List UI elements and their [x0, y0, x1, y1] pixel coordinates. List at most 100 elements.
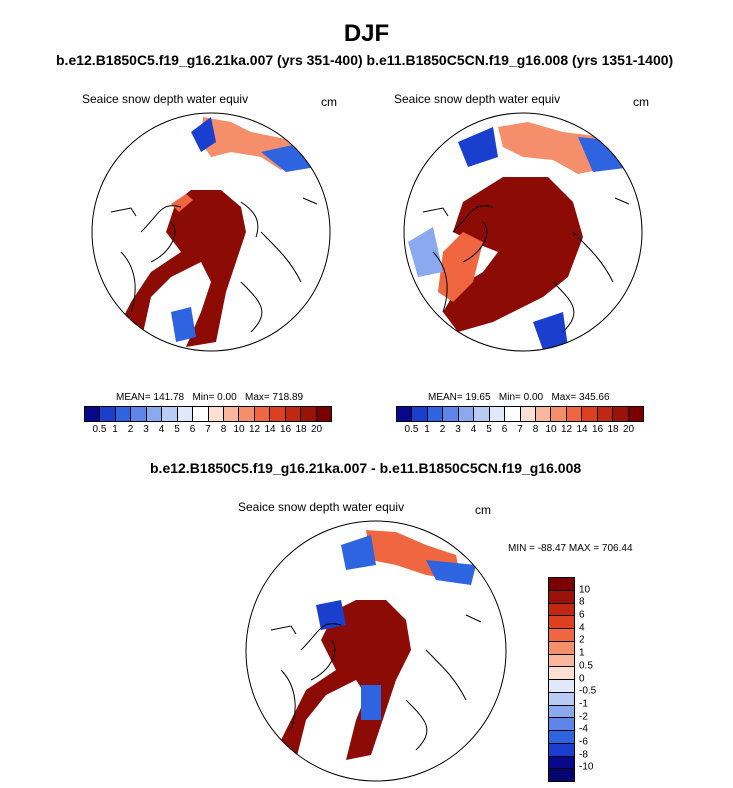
panel-1-colorbar-tick-label: 3 [143, 424, 149, 435]
panel-2-colorbar-swatch [474, 407, 490, 421]
diff-colorbar-swatch [549, 743, 574, 757]
diff-negative-patch-south [361, 685, 381, 720]
diff-colorbar-swatch [549, 769, 574, 781]
diff-colorbar-tick-label: -2 [579, 711, 588, 723]
panel-1-colorbar-tick-label: 5 [174, 424, 180, 435]
panel-2-colorbar-tick-label: 3 [455, 424, 461, 435]
panel-1-colorbar-swatch [146, 407, 163, 421]
panel-1-sea-ice-edge [171, 194, 193, 212]
panel-1-colorbar-swatch [301, 407, 317, 421]
panel-2-colorbar-tick-label: 7 [517, 424, 523, 435]
diff-colorbar-tick-label: 2 [579, 634, 585, 646]
diff-colorbar-swatch [549, 667, 574, 680]
panel-1-colorbar-swatch [115, 407, 132, 421]
panel-2-colorbar-tick-label: 18 [607, 424, 619, 435]
panel-1-variable-label: Seaice snow depth water equiv [82, 92, 249, 106]
panel-2-max-stat: Max= 345.66 [551, 392, 610, 403]
panel-2-colorbar-tick-label: 20 [622, 424, 635, 435]
comparison-subtitle: b.e12.B1850C5.f19_g16.21ka.007 (yrs 351-… [56, 52, 674, 68]
panel-2-colorbar-swatch [489, 407, 506, 421]
panel-1-colorbar-tick-label: 7 [205, 424, 211, 435]
panel-2-colorbar-tick-label: 1 [424, 424, 430, 435]
diff-colorbar-tick-label: -8 [579, 749, 588, 761]
diff-colorbar-swatch [549, 578, 574, 591]
panel-1-colorbar-tick-label: 2 [127, 424, 134, 435]
panel-1-colorbar-tick-label: 6 [189, 424, 196, 435]
diff-colorbar-swatch [549, 590, 574, 604]
diff-colorbar-tick-label: -4 [579, 723, 588, 735]
diff-colorbar-tick-label: 10 [579, 584, 591, 596]
panel-2-blue-patch-north [458, 127, 498, 167]
panel-1-colorbar-tick-label: 14 [264, 424, 276, 435]
panel-2-colorbar-swatch [412, 407, 428, 421]
panel-1-min-stat: Min= 0.00 [192, 392, 237, 403]
panel-2-blue-patch-west [408, 227, 443, 277]
diff-colorbar-swatch [549, 616, 574, 629]
panel-1-colorbar-tick-label: 4 [158, 424, 165, 435]
panel-1-units-label: cm [321, 95, 337, 109]
panel-2-colorbar-swatch [597, 407, 614, 421]
panel-2-polar-map [403, 112, 643, 352]
diff-colorbar-tick-label: 4 [579, 622, 585, 634]
diff-colorbar-tick-label: 6 [579, 609, 585, 621]
diff-colorbar-tick-label: 0.5 [579, 660, 593, 672]
diff-colorbar-swatch [549, 654, 574, 668]
panel-1-colorbar-tick-label: 20 [310, 424, 323, 435]
panel-2-colorbar-swatch [458, 407, 475, 421]
panel-2-colorbar-swatch [427, 407, 444, 421]
diff-colorbar-swatch [549, 692, 574, 706]
panel-1-coastlines [110, 197, 318, 333]
panel-2-sea-ice-field [443, 177, 583, 332]
diff-colorbar-ticks: 10 8 6 4 2 1 0.5 0 -0.5 -1 -2 -4 -6 -8 -10 [579, 577, 619, 780]
panel-1-colorbar: 0.5 1 2 3 4 5 6 7 8 10 12 14 16 18 20 [84, 406, 332, 436]
diff-colorbar-swatch [549, 705, 574, 719]
panel-2-units-label: cm [633, 95, 649, 109]
panel-2-colorbar-swatch [628, 407, 643, 421]
difference-subtitle: b.e12.B1850C5.f19_g16.21ka.007 - b.e11.B… [150, 460, 582, 476]
diff-colorbar-swatch [549, 718, 574, 731]
diff-colorbar-swatch [549, 641, 574, 655]
diff-colorbar-tick-label: 8 [579, 596, 585, 608]
panel-1-colorbar-swatch [193, 407, 209, 421]
panel-2-colorbar-swatch [520, 407, 536, 421]
diff-colorbar-tick-label: 1 [579, 647, 585, 659]
panel-2-colorbar-swatch [613, 407, 629, 421]
panel-2-coastlines [422, 197, 630, 333]
panel-2-min-stat: Min= 0.00 [498, 392, 544, 403]
panel-2-blue-patch-south [533, 312, 568, 350]
diff-colorbar-tick-label: 0 [579, 673, 585, 684]
panel-2-colorbar-tick-label: 4 [470, 424, 477, 435]
diff-colorbar-tick-label: -10 [579, 761, 594, 773]
panel-1-colorbar-swatch [162, 407, 178, 421]
panel-2-colorbar-tick-label: 12 [560, 424, 573, 435]
panel-2-colorbar-swatch [505, 407, 521, 421]
panel-1-colorbar-swatch [131, 407, 147, 421]
panel-1-max-stat: Max= 718.89 [245, 392, 304, 403]
panel-2-sea-ice-edge [438, 232, 483, 302]
panel-1-colorbar-swatch [208, 407, 224, 421]
panel-1-colorbar-swatch [100, 407, 116, 421]
panel-1-colorbar-tick-label: 0.5 [92, 424, 107, 435]
page-title: DJF [343, 20, 390, 47]
diff-variable-label: Seaice snow depth water equiv [238, 500, 405, 514]
panel-1-colorbar-swatch [316, 407, 331, 421]
panel-1-colorbar-swatch [270, 407, 286, 421]
panel-1-colorbar-tick-label: 18 [295, 424, 307, 435]
diff-colorbar-swatch [549, 629, 574, 642]
panel-2-variable-label: Seaice snow depth water equiv [394, 92, 561, 106]
panel-1-colorbar-swatch [85, 407, 101, 421]
panel-1-colorbar-tick-label: 8 [220, 424, 227, 435]
diff-coastlines [270, 614, 482, 751]
panel-1-colorbar-swatch [177, 407, 194, 421]
panel-1-colorbar-tick-label: 10 [233, 424, 245, 435]
diff-minmax-stat: MIN = -88.47 MAX = 706.44 [508, 543, 633, 554]
panel-1-colorbar-swatch [285, 407, 302, 421]
panel-2-colorbar-swatch [582, 407, 598, 421]
panel-2-mean-stat: MEAN= 19.65 [428, 392, 491, 403]
diff-negative-patch-west [316, 600, 346, 630]
panel-1-colorbar-tick-label: 1 [112, 424, 118, 435]
panel-1-polar-map [91, 112, 331, 352]
diff-colorbar-tick-label: -0.5 [579, 685, 597, 697]
panel-2-colorbar-swatch [443, 407, 459, 421]
panel-2-colorbar-swatch [566, 407, 583, 421]
